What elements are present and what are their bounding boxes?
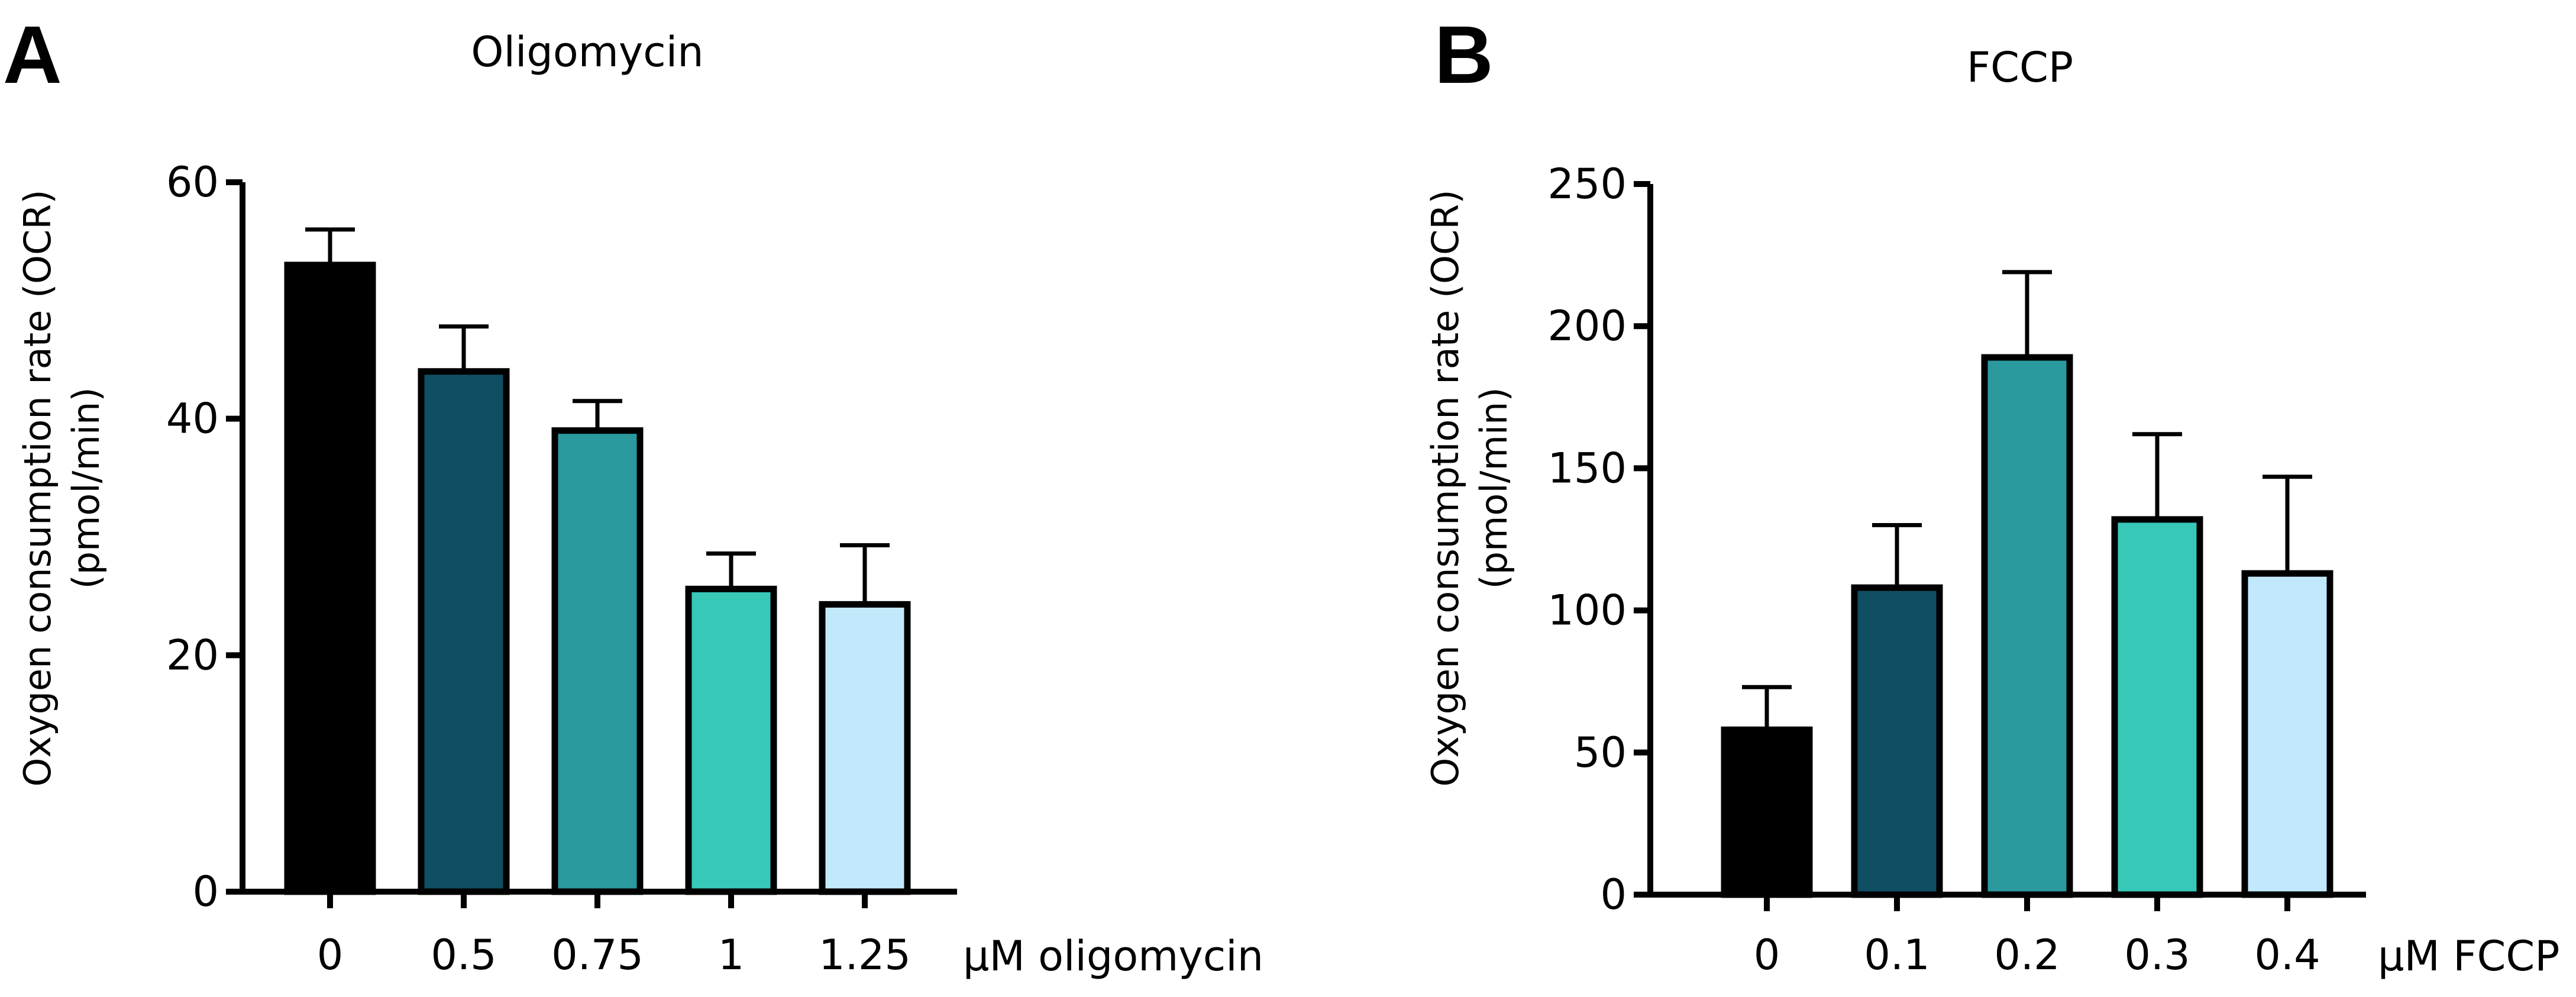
y-axis-label-a: Oxygen consumption rate (OCR) (pmol/min) <box>16 189 108 786</box>
x-axis-label-a: µM oligomycin <box>963 932 1263 980</box>
bar <box>1721 726 1813 898</box>
x-tick-label: 1.25 <box>819 931 911 979</box>
bars-a <box>284 227 911 895</box>
x-axis-label-b: µM FCCP <box>2378 932 2559 980</box>
bar <box>551 427 644 895</box>
bar <box>819 601 911 895</box>
y-tick-label: 0 <box>1600 870 1627 919</box>
x-tick-label: 0.1 <box>1864 931 1929 979</box>
x-tick-label: 0.4 <box>2254 931 2320 979</box>
y-tick-label: 150 <box>1547 444 1627 492</box>
bar <box>1981 354 2073 898</box>
x-tick-label: 0 <box>1754 931 1780 979</box>
panel-letter-b: B <box>1434 9 1494 101</box>
chart-title-fccp: FCCP <box>1967 43 2073 92</box>
y-tick-label: 60 <box>166 158 219 207</box>
panel-a: A Oligomycin Oxygen consumption rate (OC… <box>3 9 1263 980</box>
bar <box>685 585 777 895</box>
x-tick-label: 1 <box>718 931 745 979</box>
chart-title-oligomycin: Oligomycin <box>471 28 703 76</box>
y-axis-label-line-1: Oxygen consumption rate (OCR) <box>1424 189 1467 786</box>
bar <box>2111 516 2203 898</box>
x-tick-label: 0.75 <box>551 931 644 979</box>
y-tick-label: 0 <box>192 867 219 916</box>
y-tick-label: 20 <box>166 631 219 679</box>
y-axis-label-line-2: (pmol/min) <box>64 387 108 589</box>
bar <box>2241 570 2333 898</box>
bar <box>418 368 510 895</box>
y-tick-label: 50 <box>1574 728 1627 777</box>
bar <box>1851 584 1943 898</box>
y-tick-label: 100 <box>1547 586 1627 635</box>
x-tick-label: 0 <box>317 931 344 979</box>
x-tick-label: 0.5 <box>431 931 496 979</box>
axes-a: 0 20 40 60 0 0.5 0.75 1 1.25 <box>166 158 957 979</box>
bar <box>284 262 376 895</box>
bars-b <box>1721 270 2333 898</box>
y-axis-label-line-2: (pmol/min) <box>1472 387 1515 589</box>
panel-b: B FCCP Oxygen consumption rate (OCR) (pm… <box>1424 9 2559 980</box>
y-tick-label: 40 <box>166 395 219 443</box>
x-tick-label: 0.3 <box>2124 931 2190 979</box>
panel-letter-a: A <box>3 9 62 101</box>
y-tick-label: 250 <box>1547 160 1627 208</box>
x-tick-label: 0.2 <box>1994 931 2060 979</box>
y-axis-label-b: Oxygen consumption rate (OCR) (pmol/min) <box>1424 189 1515 786</box>
y-axis-label-line-1: Oxygen consumption rate (OCR) <box>16 189 59 786</box>
y-tick-label: 200 <box>1547 302 1627 350</box>
